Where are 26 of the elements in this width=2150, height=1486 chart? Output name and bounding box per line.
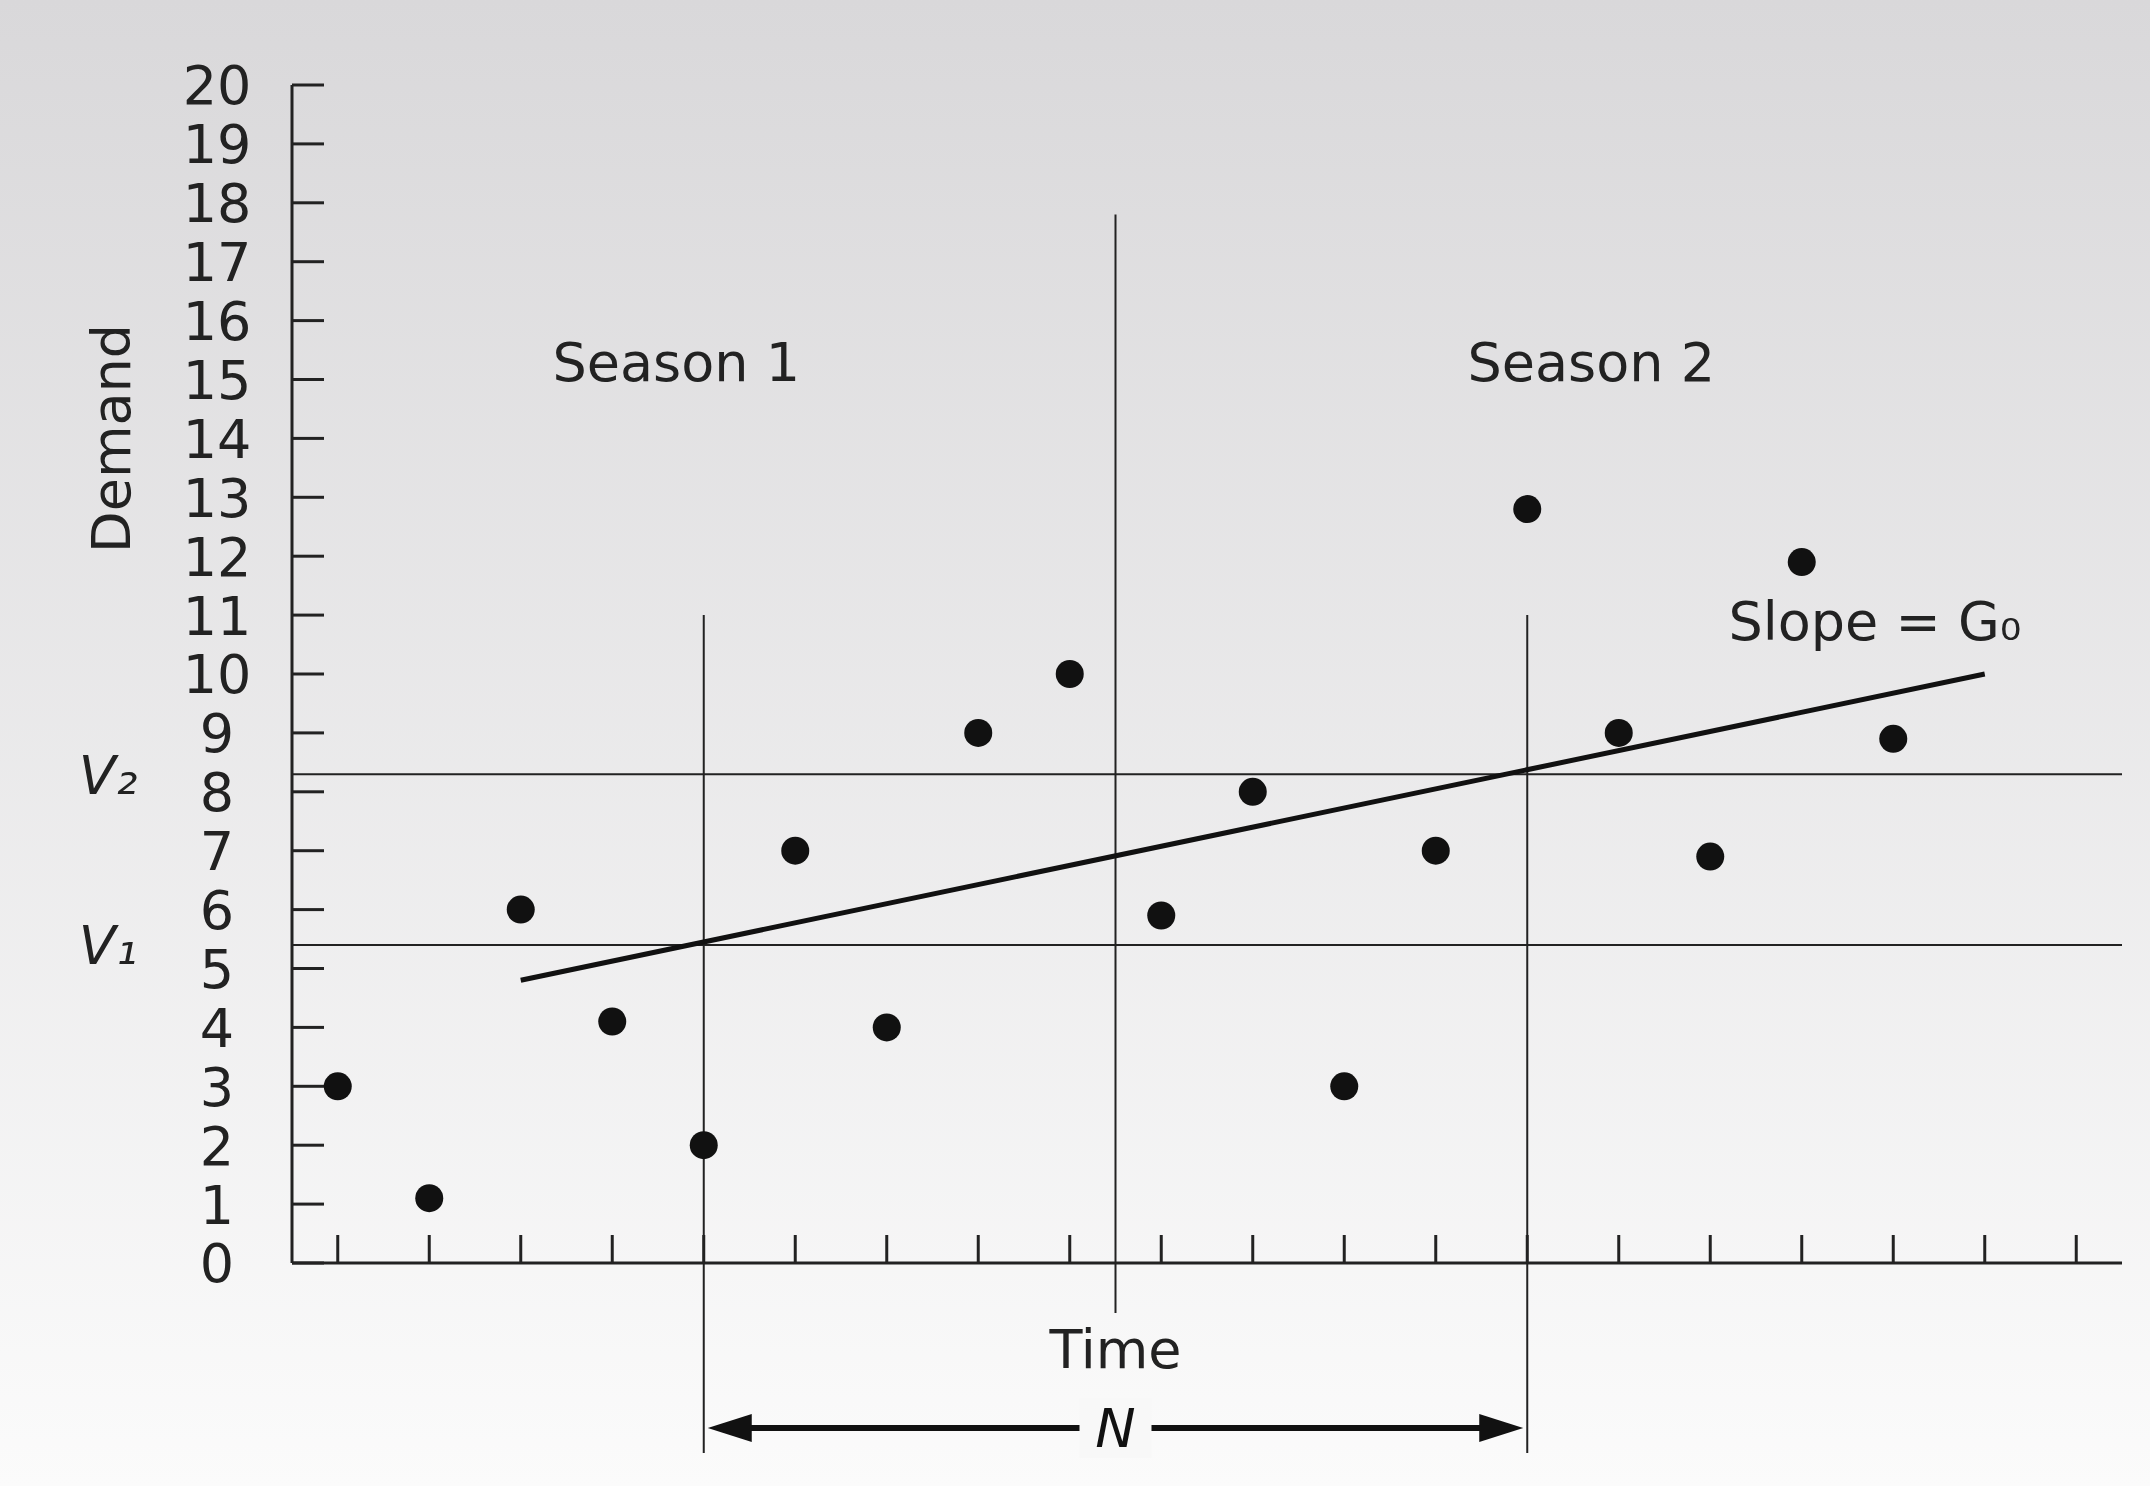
x-axis-title: Time — [1048, 1318, 1182, 1381]
point — [689, 1131, 718, 1160]
point — [872, 1013, 901, 1042]
annotation: Season 1 — [552, 331, 801, 395]
ref-line-label: V₂ — [78, 743, 138, 807]
point — [781, 836, 810, 865]
point — [598, 1007, 627, 1036]
point — [1513, 495, 1542, 524]
point — [506, 895, 535, 924]
point — [415, 1184, 444, 1213]
ref-line-label: V₁ — [78, 914, 138, 978]
point — [323, 1072, 352, 1101]
annotation: Season 2 — [1467, 331, 1716, 395]
point — [1787, 548, 1816, 577]
point — [964, 718, 993, 747]
annotation: Slope = G₀ — [1728, 590, 2022, 654]
point — [1879, 724, 1908, 753]
point — [1238, 777, 1267, 806]
point — [1421, 836, 1450, 865]
point — [1330, 1072, 1359, 1101]
point — [1696, 842, 1725, 871]
text: N — [1095, 1397, 1136, 1461]
point — [1147, 901, 1176, 930]
point — [1604, 718, 1633, 747]
point — [1055, 660, 1084, 688]
y-axis-title: Demand — [80, 323, 143, 553]
